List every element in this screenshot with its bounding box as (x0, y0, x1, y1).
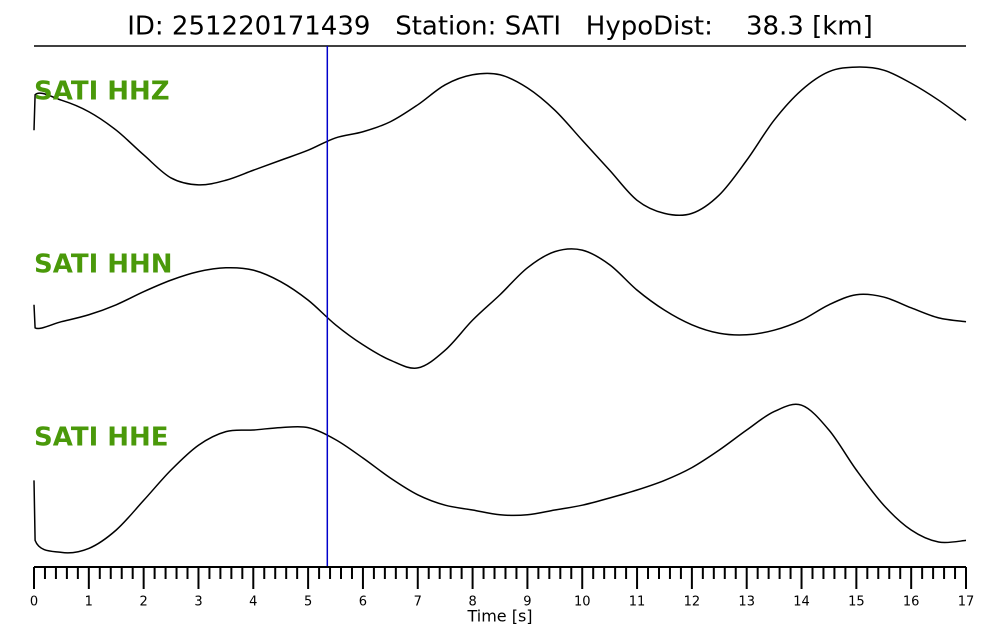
x-tick-label: 1 (85, 595, 93, 610)
x-tick-label: 8 (468, 595, 476, 610)
trace (33, 66, 967, 217)
x-tick-label: 3 (194, 595, 202, 610)
x-tick-label: 13 (738, 595, 755, 610)
trace-label: SATI HHN (34, 250, 173, 280)
x-tick-label: 9 (523, 595, 531, 610)
x-tick-label: 2 (140, 595, 148, 610)
trace (33, 403, 967, 554)
x-tick-label: 7 (414, 595, 422, 610)
x-tick-label: 11 (629, 595, 646, 610)
x-axis-label: Time [s] (466, 607, 532, 626)
x-tick-label: 17 (958, 595, 975, 610)
x-tick-label: 0 (30, 595, 38, 610)
x-tick-label: 10 (574, 595, 591, 610)
x-tick-label: 12 (684, 595, 701, 610)
x-tick-label: 16 (903, 595, 920, 610)
trace-label: SATI HHZ (34, 77, 170, 107)
trace-label: SATI HHE (34, 423, 169, 453)
x-tick-label: 6 (359, 595, 367, 610)
x-tick-label: 15 (848, 595, 865, 610)
x-tick-label: 5 (304, 595, 312, 610)
trace (33, 248, 967, 369)
x-tick-label: 4 (249, 595, 257, 610)
x-tick-label: 14 (793, 595, 810, 610)
chart-title: ID: 251220171439 Station: SATI HypoDist:… (127, 12, 873, 42)
